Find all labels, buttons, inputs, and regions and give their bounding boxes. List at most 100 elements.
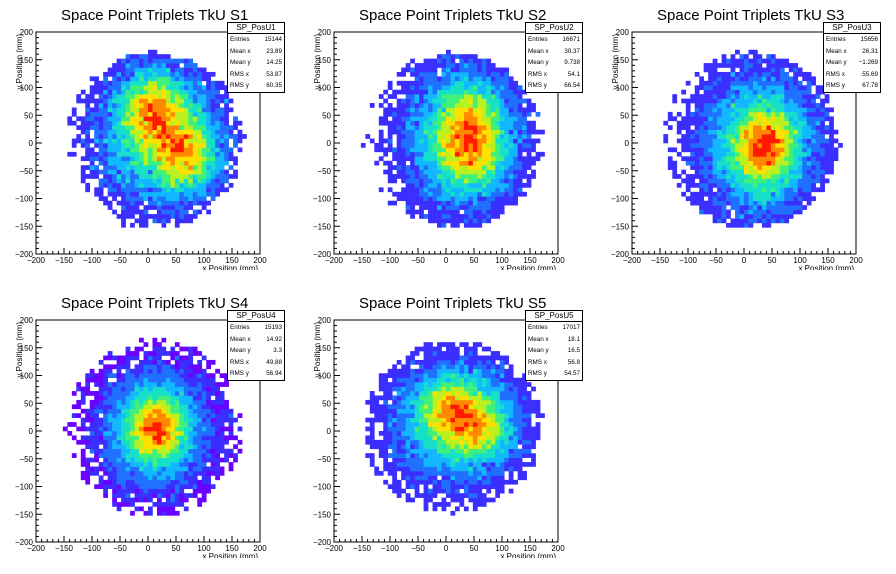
histogram-cell bbox=[206, 382, 212, 387]
histogram-cell bbox=[396, 80, 402, 86]
histogram-cell bbox=[779, 174, 785, 179]
histogram-cell bbox=[219, 116, 225, 122]
histogram-cell bbox=[89, 76, 95, 82]
histogram-cell bbox=[770, 80, 776, 86]
histogram-cell bbox=[690, 143, 696, 148]
histogram-cell bbox=[676, 125, 682, 130]
histogram-cell bbox=[721, 85, 727, 91]
histogram-cell bbox=[170, 497, 176, 503]
histogram-cell bbox=[156, 493, 162, 498]
histogram-cell bbox=[143, 484, 149, 490]
histogram-cell bbox=[148, 351, 153, 356]
histogram-cell bbox=[139, 169, 144, 175]
histogram-cell bbox=[174, 488, 180, 494]
histogram-cell bbox=[468, 200, 474, 206]
histogram-cell bbox=[156, 129, 162, 135]
histogram-cell bbox=[806, 94, 812, 99]
histogram-cell bbox=[224, 408, 229, 414]
histogram-cell bbox=[499, 120, 505, 126]
histogram-cell bbox=[112, 71, 117, 77]
histogram-cell bbox=[508, 143, 514, 148]
histogram-cell bbox=[188, 457, 194, 463]
histogram-cell bbox=[215, 386, 220, 392]
histogram-cell bbox=[125, 399, 131, 405]
histogram-cell bbox=[143, 103, 149, 108]
histogram-cell bbox=[233, 444, 238, 450]
histogram-cell bbox=[183, 484, 189, 490]
histogram-cell bbox=[215, 182, 220, 188]
histogram-cell bbox=[504, 138, 510, 144]
x-tick-label: 150 bbox=[821, 256, 835, 265]
histogram-cell bbox=[103, 426, 108, 432]
histogram-cell bbox=[165, 80, 171, 86]
histogram-cell bbox=[499, 178, 505, 184]
histogram-cell bbox=[103, 479, 108, 485]
histogram-cell bbox=[156, 67, 162, 73]
histogram-cell bbox=[170, 426, 176, 432]
histogram-cell bbox=[80, 426, 86, 432]
histogram-cell bbox=[179, 493, 185, 498]
histogram-cell bbox=[820, 85, 825, 91]
histogram-cell bbox=[522, 147, 527, 153]
histogram-cell bbox=[201, 466, 207, 472]
histogram-cell bbox=[161, 182, 167, 188]
histogram-cell bbox=[161, 426, 167, 432]
stats-row: RMS x 53.87 bbox=[228, 69, 284, 81]
histogram-cell bbox=[721, 187, 727, 193]
histogram-cell bbox=[793, 107, 799, 113]
histogram-cell bbox=[197, 165, 203, 170]
histogram-cell bbox=[522, 111, 527, 117]
histogram-cell bbox=[472, 116, 478, 122]
histogram-cell bbox=[112, 426, 117, 432]
histogram-cell bbox=[179, 191, 185, 197]
histogram-cell bbox=[437, 470, 442, 476]
histogram-cell bbox=[107, 151, 113, 157]
histogram-cell bbox=[206, 359, 212, 365]
histogram-cell bbox=[134, 439, 140, 445]
histogram-cell bbox=[103, 382, 108, 387]
histogram-cell bbox=[112, 479, 117, 485]
histogram-cell bbox=[730, 107, 736, 113]
histogram-cell bbox=[405, 182, 411, 188]
histogram-cell bbox=[165, 404, 171, 410]
histogram-cell bbox=[730, 187, 736, 193]
histogram-cell bbox=[125, 71, 131, 77]
histogram-cell bbox=[134, 89, 140, 95]
histogram-cell bbox=[463, 138, 469, 144]
histogram-cell bbox=[174, 76, 180, 82]
histogram-cell bbox=[441, 76, 447, 82]
histogram-cell bbox=[477, 63, 483, 68]
histogram-cell bbox=[423, 488, 429, 494]
histogram-cell bbox=[708, 76, 713, 82]
histogram-cell bbox=[499, 174, 505, 179]
histogram-cell bbox=[437, 58, 442, 64]
histogram-cell bbox=[121, 76, 126, 82]
histogram-cell bbox=[152, 355, 158, 361]
histogram-cell bbox=[197, 196, 203, 202]
histogram-cell bbox=[134, 444, 140, 450]
histogram-cell bbox=[192, 431, 198, 436]
histogram-cell bbox=[703, 80, 709, 86]
histogram-cell bbox=[490, 187, 496, 193]
histogram-cell bbox=[806, 196, 812, 202]
histogram-cell bbox=[76, 125, 82, 130]
histogram-cell bbox=[726, 222, 731, 228]
histogram-cell bbox=[219, 120, 225, 126]
histogram-cell bbox=[152, 439, 158, 445]
histogram-cell bbox=[130, 54, 135, 59]
histogram-cell bbox=[130, 103, 135, 108]
histogram-cell bbox=[174, 448, 180, 454]
histogram-cell bbox=[143, 368, 149, 374]
histogram-cell bbox=[183, 391, 189, 396]
histogram-cell bbox=[165, 111, 171, 117]
histogram-cell bbox=[784, 138, 790, 144]
histogram-cell bbox=[784, 63, 790, 68]
histogram-cell bbox=[685, 125, 691, 130]
histogram-cell bbox=[761, 196, 767, 202]
histogram-cell bbox=[183, 125, 189, 130]
histogram-cell bbox=[820, 178, 825, 184]
histogram-cell bbox=[156, 399, 162, 405]
histogram-cell bbox=[477, 479, 483, 485]
histogram-cell bbox=[125, 453, 131, 458]
histogram-cell bbox=[824, 138, 830, 144]
